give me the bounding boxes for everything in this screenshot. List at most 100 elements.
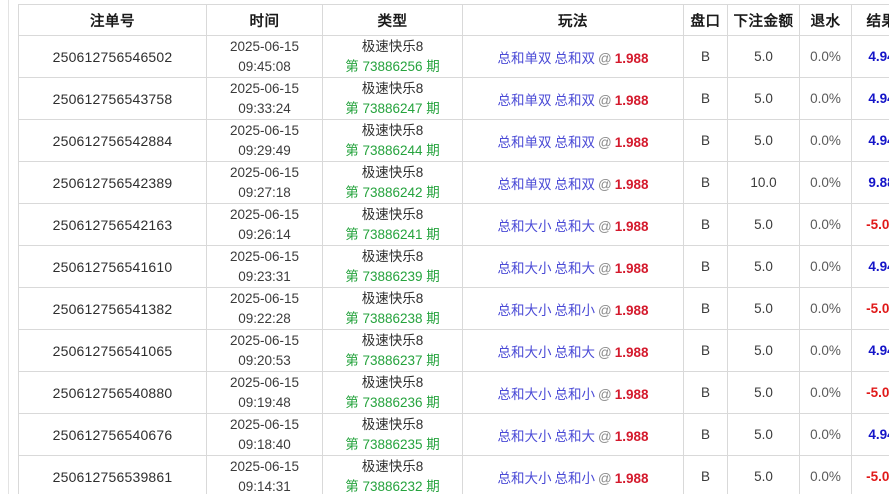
cell-rebate: 0.0% (799, 35, 852, 78)
time-date-text: 2025-06-15 (229, 374, 300, 390)
cell-rebate: 0.0% (799, 371, 852, 414)
cell-handicap: B (683, 119, 728, 162)
cell-handicap: B (683, 455, 728, 494)
column-header-time[interactable]: 时间 (206, 4, 323, 36)
issue-number-text: 第 73886237 期 (345, 352, 440, 368)
play-block: 总和大小 总和大 @1.988 (463, 215, 683, 235)
column-header-amount[interactable]: 下注金额 (727, 4, 800, 36)
time-date-text: 2025-06-15 (229, 80, 300, 96)
at-symbol: @ (597, 344, 612, 360)
at-symbol: @ (597, 50, 612, 66)
cell-play: 总和大小 总和大 @1.988 (462, 329, 684, 372)
game-name-text: 极速快乐8 (361, 458, 424, 474)
cell-rebate: 0.0% (799, 161, 852, 204)
play-block: 总和大小 总和大 @1.988 (463, 341, 683, 361)
cell-time: 2025-06-15 09:22:28 (206, 287, 323, 330)
table-row[interactable]: 250612756546502 2025-06-15 09:45:08 极速快乐8 第 … (18, 35, 889, 78)
play-market-text: 总和大小 (497, 428, 552, 444)
play-block: 总和大小 总和大 @1.988 (463, 425, 683, 445)
play-selection-text: 总和双 (554, 134, 595, 150)
time-date-text: 2025-06-15 (229, 122, 300, 138)
time-date-text: 2025-06-15 (229, 38, 300, 54)
type-block: 极速快乐8 第 73886244 期 (323, 121, 462, 160)
table-row[interactable]: 250612756542163 2025-06-15 09:26:14 极速快乐8 第 … (18, 203, 889, 246)
cell-order-no: 250612756539861 (18, 455, 207, 494)
game-name-text: 极速快乐8 (361, 38, 424, 54)
cell-type: 极速快乐8 第 73886232 期 (322, 455, 463, 494)
odds-text: 1.988 (614, 386, 649, 402)
cell-play: 总和大小 总和大 @1.988 (462, 413, 684, 456)
time-date-text: 2025-06-15 (229, 332, 300, 348)
time-block: 2025-06-15 09:26:14 (207, 205, 322, 244)
cell-order-no: 250612756542389 (18, 161, 207, 204)
table-header: 注单号 时间 类型 玩法 盘口 下注金额 退水 结果 (18, 4, 889, 36)
issue-number-text: 第 73886247 期 (345, 100, 440, 116)
play-block: 总和大小 总和大 @1.988 (463, 257, 683, 277)
table-row[interactable]: 250612756540880 2025-06-15 09:19:48 极速快乐8 第 … (18, 371, 889, 414)
issue-number-text: 第 73886239 期 (345, 268, 440, 284)
column-header-play[interactable]: 玩法 (462, 4, 684, 36)
play-selection-text: 总和大 (554, 428, 595, 444)
column-header-order-no[interactable]: 注单号 (18, 4, 207, 36)
cell-bet-amount: 5.0 (727, 413, 800, 456)
time-clock-text: 09:33:24 (238, 100, 291, 116)
game-name-text: 极速快乐8 (361, 332, 424, 348)
cell-result: -5.00 (851, 371, 889, 414)
cell-result: -5.00 (851, 455, 889, 494)
at-symbol: @ (597, 260, 612, 276)
play-market-text: 总和大小 (497, 260, 552, 276)
time-clock-text: 09:14:31 (238, 478, 291, 494)
cell-bet-amount: 5.0 (727, 287, 800, 330)
cell-time: 2025-06-15 09:45:08 (206, 35, 323, 78)
column-header-type[interactable]: 类型 (322, 4, 463, 36)
table-row[interactable]: 250612756542884 2025-06-15 09:29:49 极速快乐8 第 … (18, 119, 889, 162)
cell-rebate: 0.0% (799, 455, 852, 494)
cell-rebate: 0.0% (799, 329, 852, 372)
play-selection-text: 总和双 (554, 176, 595, 192)
order-no-text: 250612756540676 (52, 426, 173, 443)
play-selection-text: 总和小 (554, 386, 595, 402)
play-selection-text: 总和大 (554, 218, 595, 234)
odds-text: 1.988 (614, 218, 649, 234)
table-row[interactable]: 250612756541065 2025-06-15 09:20:53 极速快乐8 第 … (18, 329, 889, 372)
cell-result: 4.94 (851, 35, 889, 78)
column-header-result[interactable]: 结果 (851, 4, 889, 36)
table-row[interactable]: 250612756541382 2025-06-15 09:22:28 极速快乐8 第 … (18, 287, 889, 330)
column-header-handicap[interactable]: 盘口 (683, 4, 728, 36)
game-name-text: 极速快乐8 (361, 164, 424, 180)
time-date-text: 2025-06-15 (229, 248, 300, 264)
cell-play: 总和大小 总和大 @1.988 (462, 203, 684, 246)
cell-result: 4.94 (851, 413, 889, 456)
order-no-text: 250612756540880 (52, 384, 173, 401)
cell-rebate: 0.0% (799, 203, 852, 246)
cell-type: 极速快乐8 第 73886235 期 (322, 413, 463, 456)
table-row[interactable]: 250612756543758 2025-06-15 09:33:24 极速快乐8 第 … (18, 77, 889, 120)
cell-handicap: B (683, 371, 728, 414)
table-row[interactable]: 250612756540676 2025-06-15 09:18:40 极速快乐8 第 … (18, 413, 889, 456)
table-row[interactable]: 250612756542389 2025-06-15 09:27:18 极速快乐8 第 … (18, 161, 889, 204)
cell-time: 2025-06-15 09:19:48 (206, 371, 323, 414)
cell-time: 2025-06-15 09:23:31 (206, 245, 323, 288)
odds-text: 1.988 (614, 344, 649, 360)
type-block: 极速快乐8 第 73886256 期 (323, 37, 462, 76)
time-date-text: 2025-06-15 (229, 206, 300, 222)
cell-type: 极速快乐8 第 73886242 期 (322, 161, 463, 204)
game-name-text: 极速快乐8 (361, 416, 424, 432)
at-symbol: @ (597, 302, 612, 318)
cell-bet-amount: 5.0 (727, 77, 800, 120)
play-market-text: 总和单双 (497, 92, 552, 108)
cell-type: 极速快乐8 第 73886236 期 (322, 371, 463, 414)
cell-result: -5.00 (851, 287, 889, 330)
column-header-rebate[interactable]: 退水 (799, 4, 852, 36)
time-block: 2025-06-15 09:29:49 (207, 121, 322, 160)
at-symbol: @ (597, 134, 612, 150)
cell-type: 极速快乐8 第 73886247 期 (322, 77, 463, 120)
table-row[interactable]: 250612756541610 2025-06-15 09:23:31 极速快乐8 第 … (18, 245, 889, 288)
odds-text: 1.988 (614, 50, 649, 66)
type-block: 极速快乐8 第 73886239 期 (323, 247, 462, 286)
odds-text: 1.988 (614, 92, 649, 108)
table-body: 250612756546502 2025-06-15 09:45:08 极速快乐8 第 … (18, 35, 889, 494)
table-row[interactable]: 250612756539861 2025-06-15 09:14:31 极速快乐8 第 … (18, 455, 889, 494)
cell-result: -5.00 (851, 203, 889, 246)
